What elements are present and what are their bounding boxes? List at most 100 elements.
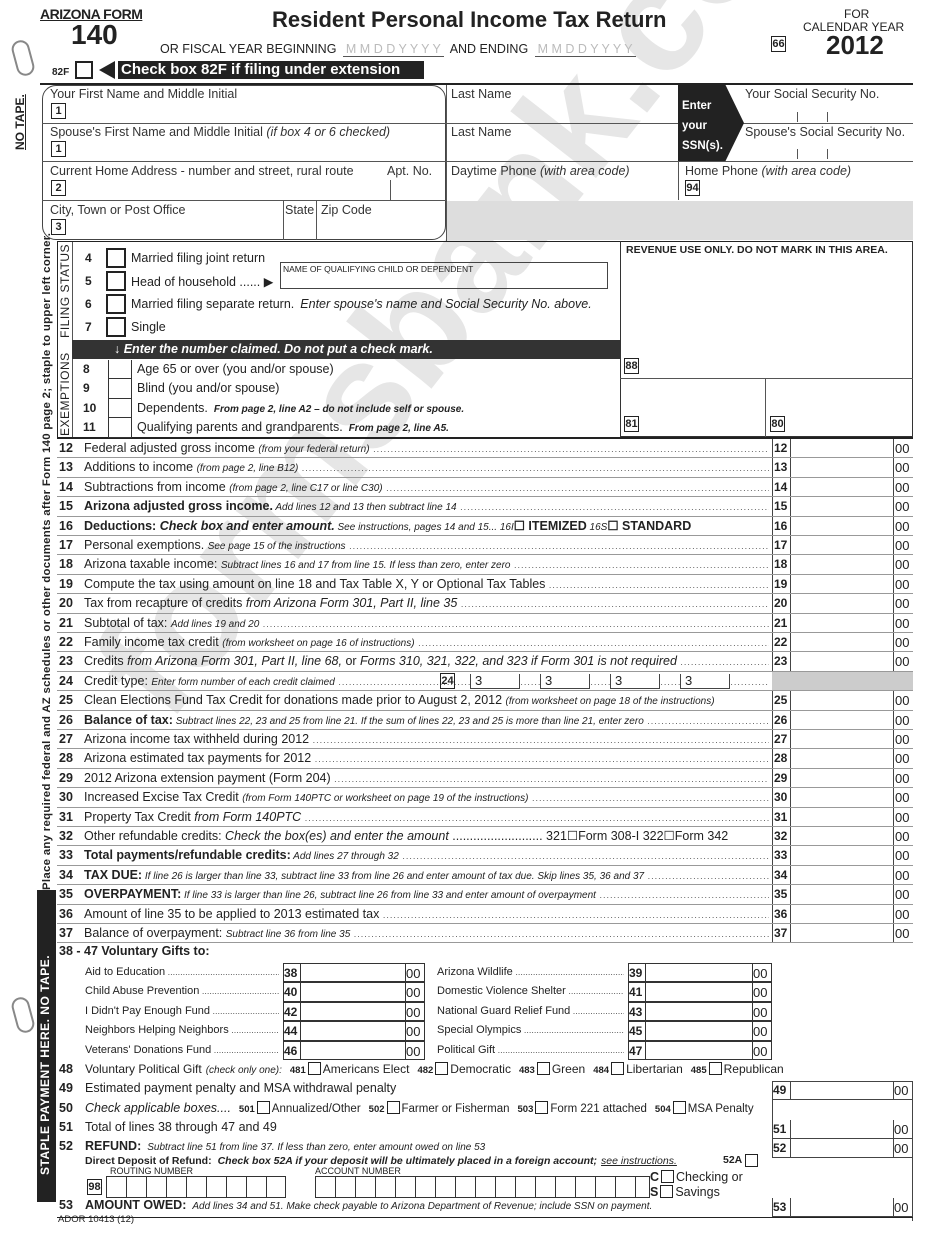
amount-input-13[interactable] <box>790 458 893 477</box>
amount-input-12[interactable] <box>790 439 893 458</box>
first-name-input[interactable] <box>70 102 440 120</box>
spouse-last-name-input[interactable] <box>451 140 671 158</box>
amount-input-27[interactable] <box>790 730 893 749</box>
option-481[interactable]: 481 Americans Elect <box>290 1062 409 1076</box>
option-504[interactable]: 504 MSA Penalty <box>655 1101 754 1115</box>
amount-input-51[interactable] <box>790 1120 893 1140</box>
exemption-count-input-10[interactable] <box>108 398 132 419</box>
amount-input-26[interactable] <box>790 710 893 729</box>
see-instructions-link[interactable]: see instructions. <box>601 1155 677 1167</box>
amount-input-53[interactable] <box>790 1198 893 1218</box>
gift-amount-input-46[interactable] <box>301 1040 405 1060</box>
ssn-input[interactable] <box>745 104 910 122</box>
gift-amount-input-41[interactable] <box>646 982 752 1002</box>
address-input[interactable] <box>70 180 388 198</box>
line-25: 25 Clean Elections Fund Tax Credit for do… <box>57 691 913 711</box>
option-485[interactable]: 485 Republican <box>691 1062 784 1076</box>
revenue-use-label: REVENUE USE ONLY. DO NOT MARK IN THIS AR… <box>626 244 888 256</box>
amount-input-34[interactable] <box>790 865 893 885</box>
amount-input-30[interactable] <box>790 788 893 807</box>
fiscal-begin-input[interactable]: M M D D Y Y Y Y <box>342 42 444 57</box>
option-483[interactable]: 483 Green <box>519 1062 585 1076</box>
amount-input-36[interactable] <box>790 904 893 923</box>
account-number-input[interactable] <box>315 1176 650 1198</box>
filing-status-checkbox-7[interactable] <box>106 317 126 337</box>
home-phone-note: (with area code) <box>761 164 852 178</box>
credit-type-input[interactable]: 3 <box>610 673 660 689</box>
amount-input-17[interactable] <box>790 536 893 555</box>
spouse-first-name-input[interactable] <box>70 140 440 158</box>
amount-input-49[interactable] <box>790 1081 893 1101</box>
cents: 00 <box>893 555 913 574</box>
amount-input-20[interactable] <box>790 594 893 613</box>
option-484[interactable]: 484 Libertarian <box>593 1062 683 1076</box>
option-501[interactable]: 501 Annualized/Other <box>239 1101 361 1115</box>
amount-input-25[interactable] <box>790 691 893 710</box>
direct-deposit-note: Check box 52A if your deposit will be ul… <box>217 1155 598 1167</box>
your-label: your <box>682 120 707 132</box>
credit-type-input[interactable]: 3 <box>470 673 520 689</box>
apt-input[interactable] <box>392 180 442 198</box>
ssn-label: Your Social Security No. <box>745 87 880 101</box>
exemption-count-input-8[interactable] <box>108 360 132 380</box>
zip-input[interactable] <box>321 219 441 237</box>
amount-input-35[interactable] <box>790 885 893 904</box>
spouse-ssn-input[interactable] <box>745 141 910 159</box>
amount-input-32[interactable] <box>790 827 893 846</box>
last-name-input[interactable] <box>451 102 671 120</box>
gift-amount-input-47[interactable] <box>646 1040 752 1060</box>
credit-type-input[interactable]: 3 <box>540 672 590 689</box>
qualifying-dependent-input[interactable]: NAME OF QUALIFYING CHILD OR DEPENDENT <box>280 262 608 289</box>
option-482[interactable]: 482 Democratic <box>417 1062 511 1076</box>
cents: 00 <box>405 963 425 983</box>
amount-input-19[interactable] <box>790 574 893 594</box>
gift-amount-input-44[interactable] <box>301 1021 405 1041</box>
line-12: 12 Federal adjusted gross income (from yo… <box>57 439 913 459</box>
line-34: 34 TAX DUE: If line 26 is larger than lin… <box>57 865 913 886</box>
amount-input-52[interactable] <box>790 1139 893 1159</box>
amount-input-15[interactable] <box>790 497 893 516</box>
filing-status-checkbox-4[interactable] <box>106 248 126 268</box>
line-text: Arizona taxable income: <box>84 557 221 572</box>
credit-prefix: 3 <box>545 672 553 688</box>
gift-amount-input-40[interactable] <box>301 982 405 1002</box>
home-phone-input[interactable] <box>704 180 909 198</box>
gift-amount-input-38[interactable] <box>301 963 405 983</box>
gift-line-number: 46 <box>283 1040 301 1060</box>
amount-input-28[interactable] <box>790 749 893 768</box>
amount-input-29[interactable] <box>790 768 893 788</box>
extension-checkbox[interactable] <box>75 61 93 79</box>
amount-input-18[interactable] <box>790 555 893 574</box>
daytime-phone-input[interactable] <box>451 180 671 198</box>
amount-input-37[interactable] <box>790 924 893 943</box>
amount-input-23[interactable] <box>790 652 893 671</box>
checkbox <box>672 1101 686 1114</box>
foreign-account-checkbox[interactable] <box>745 1154 758 1167</box>
routing-number-input[interactable] <box>106 1176 286 1198</box>
line-33: 33 Total payments/refundable credits: Add… <box>57 846 913 866</box>
gift-amount-input-45[interactable] <box>646 1021 752 1041</box>
state-input[interactable] <box>285 219 315 237</box>
gift-amount-input-42[interactable] <box>301 1001 405 1022</box>
gift-line-number: 38 <box>283 963 301 983</box>
gift-amount-input-43[interactable] <box>646 1001 752 1022</box>
option-503[interactable]: 503 Form 221 attached <box>518 1101 647 1115</box>
exemption-count-input-11[interactable] <box>108 418 132 438</box>
amount-input-31[interactable] <box>790 807 893 826</box>
filing-status-checkbox-6[interactable] <box>106 294 126 314</box>
amount-input-21[interactable] <box>790 613 893 632</box>
checking-option[interactable]: C Checking or <box>650 1170 743 1184</box>
amount-input-16[interactable] <box>790 516 893 535</box>
credit-type-input[interactable]: 3 <box>680 673 730 689</box>
exemption-note: From page 2, line A5. <box>348 423 449 435</box>
fiscal-end-input[interactable]: M M D D Y Y Y Y <box>534 42 636 57</box>
filing-status-checkbox-5[interactable] <box>106 271 126 291</box>
option-502[interactable]: 502 Farmer or Fisherman <box>369 1101 510 1115</box>
amount-input-33[interactable] <box>790 846 893 865</box>
city-input[interactable] <box>70 219 280 237</box>
gift-amount-input-39[interactable] <box>646 963 752 983</box>
exemption-count-input-9[interactable] <box>108 379 132 399</box>
amount-input-14[interactable] <box>790 477 893 497</box>
amount-input-22[interactable] <box>790 633 893 652</box>
savings-option[interactable]: S Savings <box>650 1185 720 1199</box>
